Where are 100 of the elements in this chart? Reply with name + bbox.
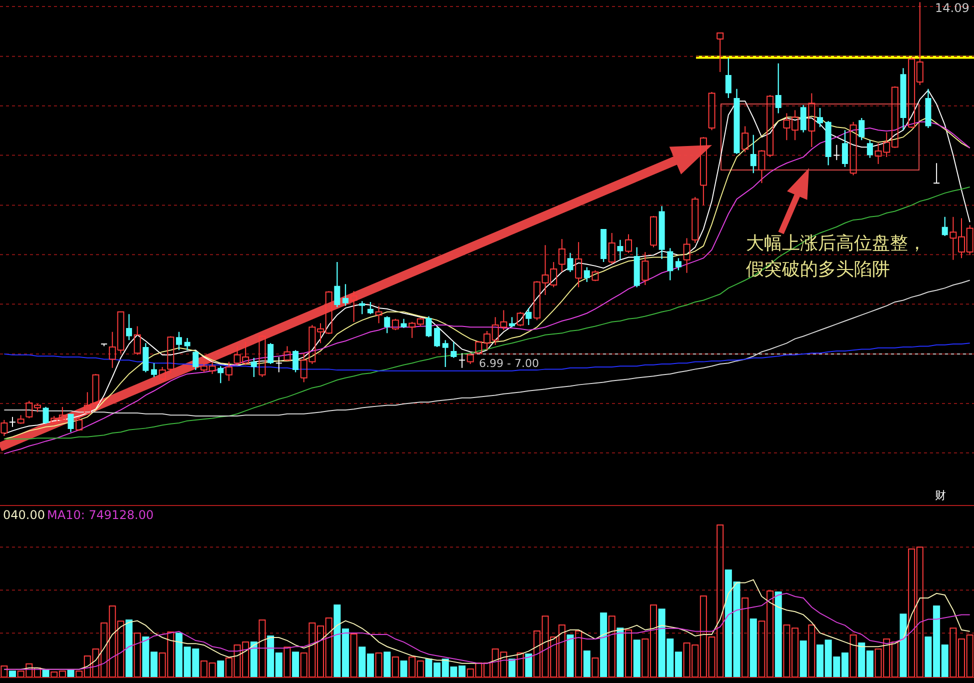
candlestick [275, 356, 282, 373]
candlestick [218, 366, 224, 384]
candlestick [617, 240, 624, 260]
candlestick [359, 301, 366, 314]
bar [42, 670, 50, 677]
annotation: 14.09 [935, 1, 970, 15]
candlestick [76, 416, 83, 432]
candlestick [68, 414, 74, 432]
candlestick [8, 416, 16, 428]
candlestick [17, 414, 24, 424]
candlestick [675, 258, 682, 270]
text: MA10: 749128.00 [47, 508, 154, 522]
bar [575, 630, 582, 677]
candlestick [134, 326, 141, 356]
candlestick [658, 206, 665, 259]
bar [616, 628, 624, 677]
candlestick [375, 305, 382, 324]
bar [217, 660, 224, 677]
candlestick [700, 136, 707, 206]
candlestick [442, 340, 448, 368]
bar [608, 616, 616, 677]
bar [750, 618, 757, 677]
candlestick [350, 290, 358, 322]
candlestick [558, 238, 566, 273]
candlestick [900, 68, 906, 130]
bar [8, 670, 16, 677]
candlestick [126, 314, 132, 340]
candlestick [858, 118, 865, 140]
candlestick [334, 262, 340, 308]
bar [508, 658, 516, 677]
candlestick [151, 363, 158, 377]
bar [350, 634, 358, 677]
candlestick [808, 92, 816, 148]
bar [742, 597, 749, 677]
bar [633, 640, 640, 677]
candlestick [667, 248, 674, 280]
bar [250, 642, 258, 677]
bar [67, 670, 74, 677]
bar [592, 658, 599, 677]
candlestick [526, 308, 532, 325]
candlestick [167, 336, 174, 374]
candlestick [816, 108, 823, 128]
candlestick [683, 238, 690, 274]
candlestick [575, 242, 582, 288]
candlestick [866, 140, 873, 158]
candlestick [176, 332, 182, 350]
candlestick [384, 316, 390, 334]
candlestick [850, 121, 857, 176]
candlestick [800, 104, 806, 132]
bar [566, 634, 574, 677]
candlestick [600, 229, 607, 262]
candlestick [367, 302, 374, 314]
bar [384, 652, 391, 677]
candlestick [725, 58, 732, 98]
bar [850, 634, 857, 677]
bar [900, 614, 907, 677]
bar [774, 592, 782, 677]
candlestick [825, 121, 832, 166]
candlestick [584, 267, 590, 282]
candlestick [567, 252, 574, 272]
bar [808, 624, 816, 677]
candlestick [400, 318, 407, 328]
candlestick [184, 338, 190, 350]
bar [375, 652, 382, 677]
candlestick [92, 373, 100, 404]
bar [392, 656, 399, 677]
candlestick [508, 317, 515, 328]
bar [0, 666, 8, 677]
bar [292, 652, 300, 677]
candlestick [634, 247, 640, 288]
annotation: 6.99 - 7.00 [479, 357, 539, 370]
bar [516, 652, 524, 677]
candlestick [750, 134, 756, 174]
bar [400, 660, 408, 677]
candlestick [734, 88, 740, 154]
candlestick [250, 358, 257, 377]
candlestick [925, 88, 932, 128]
candlestick [942, 216, 948, 236]
candlestick [292, 350, 299, 372]
candlestick [458, 352, 466, 368]
bar [525, 654, 532, 677]
candlestick [84, 392, 91, 414]
candlestick [192, 350, 199, 370]
candlestick [342, 284, 348, 306]
candlestick [268, 343, 274, 364]
bar [258, 620, 266, 677]
text: 040.00 [3, 508, 45, 522]
candlestick [625, 234, 632, 254]
annotation: 大幅上涨后高位盘整， [746, 233, 926, 254]
candlestick [450, 342, 457, 358]
candlestick [842, 130, 848, 168]
text: 财 [935, 489, 946, 502]
candlestick [775, 63, 782, 114]
candlestick [142, 343, 149, 372]
candlestick [434, 327, 440, 348]
candlestick [650, 216, 657, 248]
candlestick [642, 252, 649, 286]
annotation: 假突破的多头陷阱 [746, 259, 890, 280]
bar [600, 612, 608, 677]
bar [583, 650, 590, 677]
